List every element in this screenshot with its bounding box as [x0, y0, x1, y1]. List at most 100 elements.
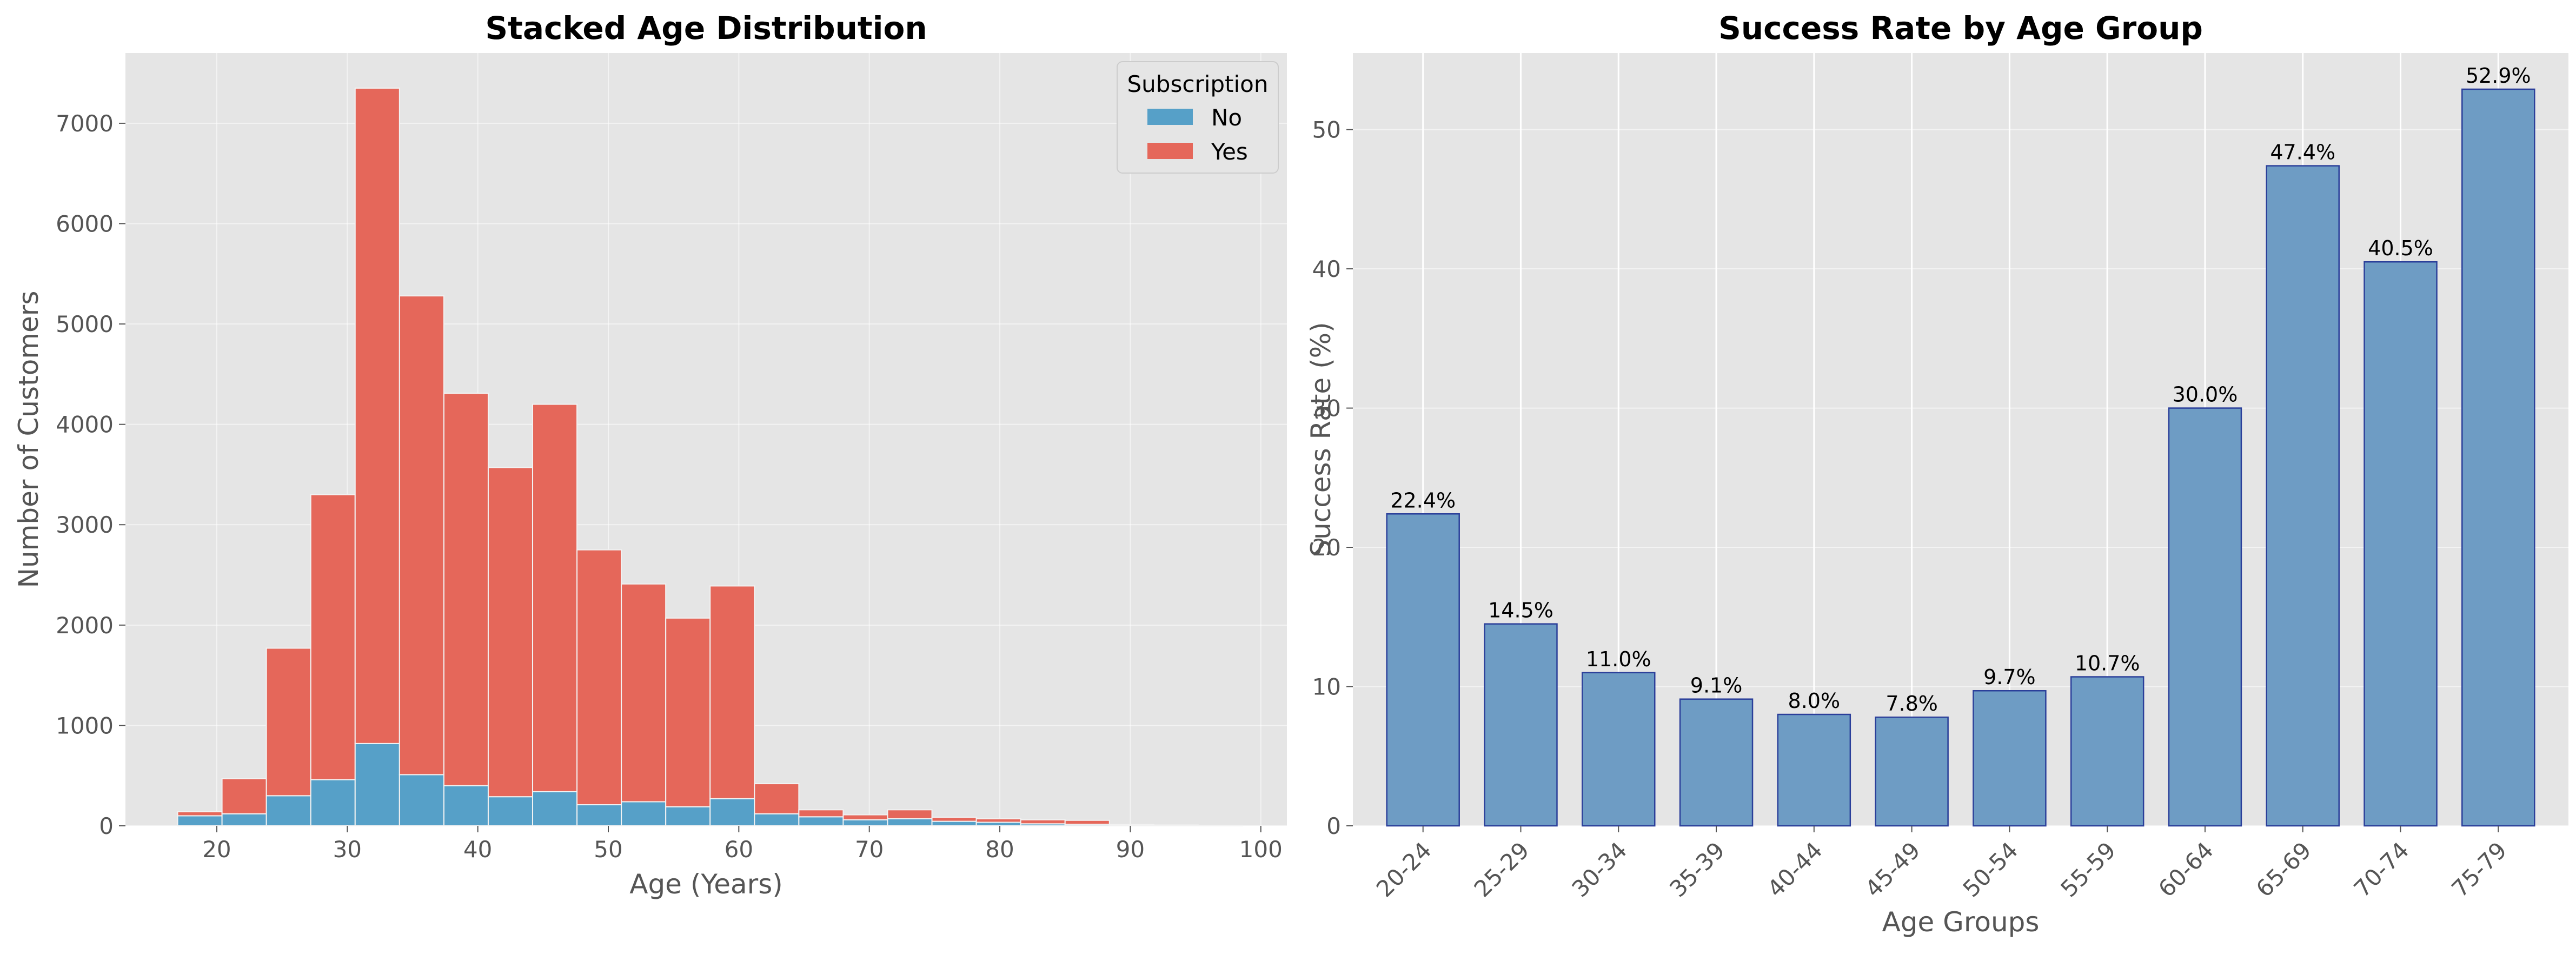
right-y-axis-label: Success Rate (%)	[1305, 322, 1337, 556]
bar-yes	[310, 494, 356, 780]
right-bar-value-labels: 22.4% 14.5% 11.0% 9.1% 8.0% 7.8% 9.7% 10.7% 30.0…	[1390, 64, 2531, 716]
left-y-tick-label: 2000	[56, 612, 114, 639]
right-x-tick-label: 40-44	[1762, 837, 1828, 902]
right-y-tick-label: 20	[1312, 534, 1341, 561]
left-x-tick-label: 100	[1239, 836, 1283, 863]
bar-yes	[1020, 819, 1066, 825]
bar-yes	[399, 295, 444, 776]
bar-yes	[487, 467, 534, 798]
left-x-tick-label: 30	[333, 836, 362, 863]
bar-no	[221, 813, 267, 826]
left-x-ticks: 20 30 40 50 60 70 80 90 100	[202, 826, 1283, 863]
bar-success-rate	[2070, 676, 2145, 827]
bar-no	[931, 820, 977, 826]
left-chart-title: Stacked Age Distribution	[485, 10, 927, 47]
bar-yes	[265, 647, 311, 797]
bar-value-label: 52.9%	[2466, 64, 2531, 88]
bar-success-rate	[1875, 716, 1949, 827]
bar-yes	[931, 817, 977, 822]
bar-yes	[532, 403, 578, 792]
bar-value-label: 22.4%	[1390, 488, 1456, 512]
bar-success-rate	[2461, 88, 2535, 827]
bar-success-rate	[1582, 672, 1656, 827]
bar-yes	[443, 393, 489, 786]
bar-no	[665, 806, 711, 827]
bar-no	[621, 801, 667, 826]
bar-yes	[1197, 825, 1243, 826]
right-y-tick-label: 30	[1312, 395, 1341, 422]
right-x-tick-label: 60-64	[2153, 837, 2219, 902]
right-x-ticks: 20-24 25-29 30-34 35-39 40-44 45-49 50-54 55-59…	[1371, 826, 2512, 902]
left-y-tick-label: 3000	[56, 512, 114, 538]
right-x-tick-label: 55-59	[2055, 837, 2121, 902]
bar-yes	[887, 809, 933, 820]
right-x-axis-label: Age Groups	[1882, 906, 2040, 938]
right-x-tick-label: 65-69	[2251, 837, 2316, 902]
bar-yes	[798, 809, 844, 818]
right-chart-title: Success Rate by Age Group	[1718, 10, 2203, 47]
legend-swatch-no	[1147, 109, 1193, 125]
bar-no	[177, 815, 223, 826]
left-x-axis-label: Age (Years)	[629, 869, 783, 900]
legend-label-no: No	[1211, 104, 1242, 131]
left-x-tick-label: 60	[725, 836, 753, 863]
bar-no	[310, 779, 356, 827]
bar-yes	[221, 778, 267, 814]
bar-no	[709, 798, 755, 827]
bar-value-label: 47.4%	[2270, 141, 2335, 164]
left-y-ticks: 0 1000 2000 3000 4000 5000 6000 7000	[56, 110, 125, 839]
bar-no	[532, 791, 578, 826]
bar-yes	[709, 585, 755, 799]
left-x-tick-label: 50	[594, 836, 622, 863]
left-x-tick-label: 70	[855, 836, 884, 863]
left-x-tick-label: 80	[985, 836, 1014, 863]
bar-no	[842, 819, 888, 827]
legend-title: Subscription	[1127, 71, 1269, 97]
right-x-tick-label: 50-54	[1958, 837, 2023, 902]
right-y-tick-label: 10	[1312, 674, 1341, 700]
bar-no	[443, 785, 489, 826]
legend: Subscription No Yes	[1117, 61, 1279, 174]
bar-yes	[975, 818, 1021, 823]
right-x-tick-label: 20-24	[1371, 837, 1437, 902]
bar-value-label: 30.0%	[2173, 383, 2238, 407]
bar-yes	[842, 814, 888, 820]
bar-no	[399, 774, 444, 826]
left-y-tick-label: 0	[99, 813, 114, 839]
left-y-tick-label: 1000	[56, 712, 114, 739]
legend-swatch-yes	[1147, 143, 1193, 159]
bar-yes	[754, 783, 800, 814]
right-y-ticks: 0 10 20 30 40 50	[1312, 117, 1353, 839]
bar-success-rate	[2266, 165, 2340, 827]
bar-success-rate	[1973, 690, 2047, 827]
stacked-age-chart: 20 30 40 50 60 70 80 90 100 0 1000 2000 3000 4000 500…	[13, 10, 1287, 900]
right-x-tick-label: 30-34	[1566, 837, 1632, 902]
bar-no	[576, 804, 622, 826]
left-y-axis-label: Number of Customers	[13, 291, 44, 588]
left-y-tick-label: 5000	[56, 311, 114, 337]
right-x-tick-label: 45-49	[1860, 837, 1926, 902]
bar-yes	[665, 617, 711, 807]
right-x-tick-label: 25-29	[1469, 837, 1535, 902]
bar-yes	[177, 811, 223, 817]
bar-yes	[354, 87, 400, 744]
right-y-tick-label: 50	[1312, 117, 1341, 143]
bar-success-rate	[2363, 261, 2438, 827]
bar-value-label: 9.7%	[1983, 665, 2036, 689]
left-y-tick-label: 4000	[56, 412, 114, 438]
left-x-tick-label: 20	[202, 836, 231, 863]
right-x-tick-label: 75-79	[2446, 837, 2512, 902]
left-y-tick-label: 7000	[56, 110, 114, 137]
right-y-tick-label: 0	[1326, 813, 1341, 839]
left-x-tick-label: 90	[1116, 836, 1145, 863]
bar-yes	[1064, 819, 1110, 825]
left-bars	[177, 87, 1243, 827]
bar-success-rate	[1484, 623, 1558, 827]
bar-no	[754, 813, 800, 826]
bar-success-rate	[1386, 513, 1460, 827]
bar-yes	[576, 549, 622, 806]
bar-success-rate	[1777, 713, 1851, 827]
legend-label-yes: Yes	[1211, 138, 1248, 165]
left-y-tick-label: 6000	[56, 210, 114, 237]
